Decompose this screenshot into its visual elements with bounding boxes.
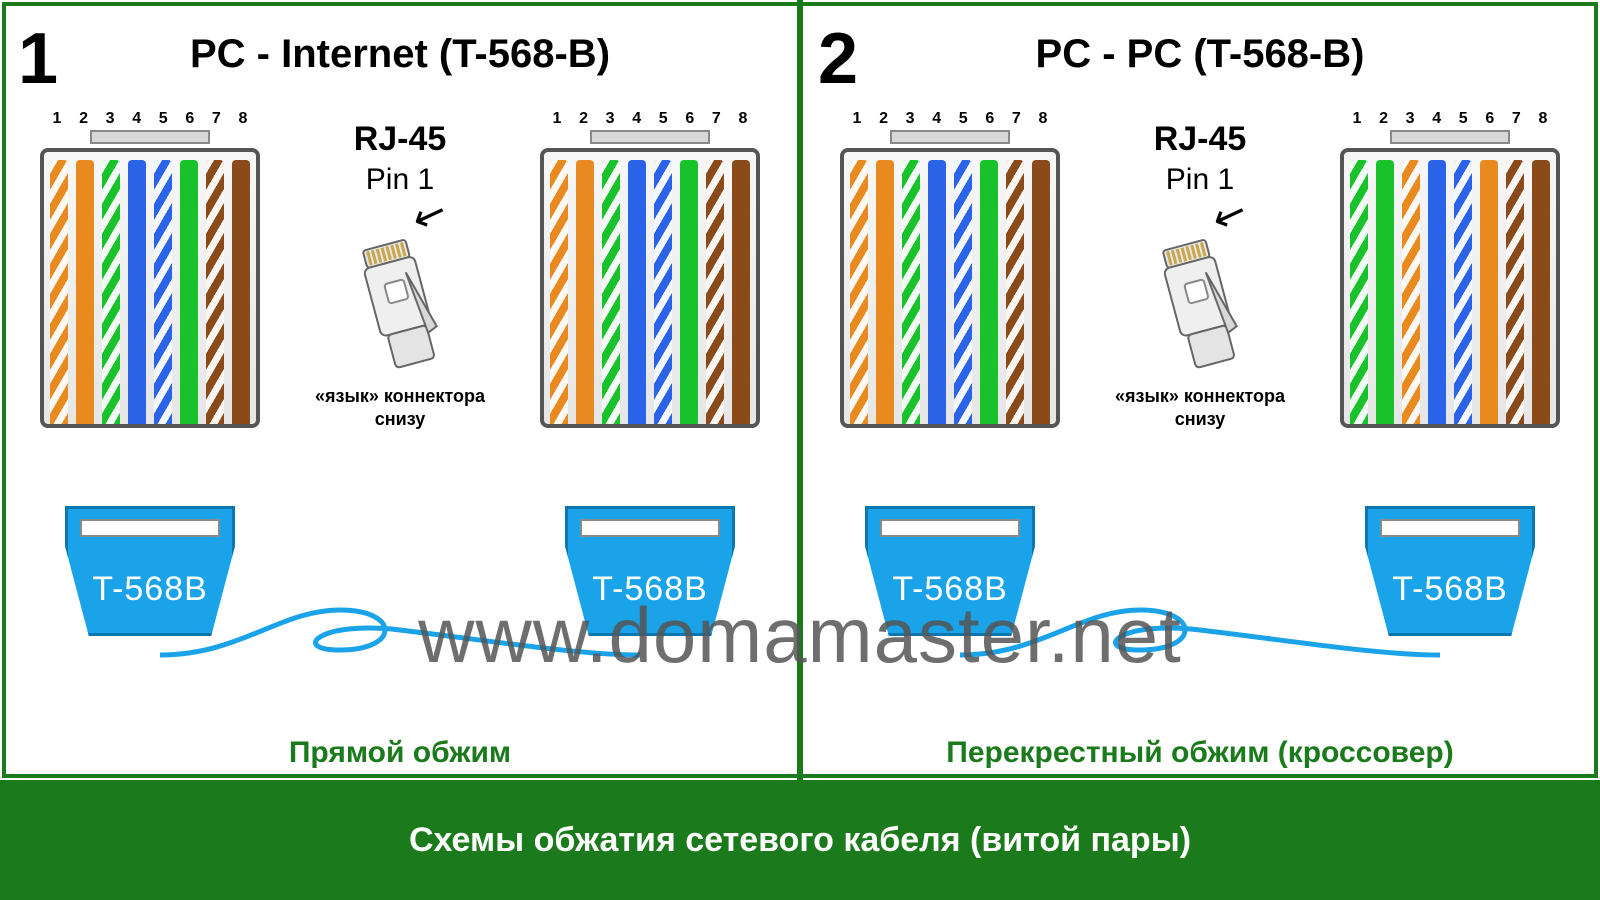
strain-slot	[880, 519, 1019, 537]
wire-brown-white	[706, 160, 724, 428]
strain-top	[565, 506, 735, 546]
mini-connector-icon	[360, 235, 440, 375]
mini-connector	[1160, 235, 1240, 375]
connector-note: «язык» коннектораснизу	[280, 385, 520, 432]
connector-body	[540, 148, 760, 428]
wire-group	[50, 160, 250, 416]
connector-body	[840, 148, 1060, 428]
mini-connector	[360, 235, 440, 375]
wire-green-white	[1350, 160, 1368, 428]
wire-orange	[76, 160, 94, 428]
rj45-connector: 12345678 T-568B	[40, 110, 260, 630]
wire-brown	[1532, 160, 1550, 428]
mini-connector-icon	[1160, 235, 1240, 375]
wire-green	[180, 160, 198, 428]
strain-top	[1365, 506, 1535, 546]
wire-blue-white	[154, 160, 172, 428]
wire-orange-white	[50, 160, 68, 428]
wire-brown	[232, 160, 250, 428]
panel-title: PC - PC (T-568-B)	[800, 32, 1600, 77]
panel-title: PC - Internet (T-568-B)	[0, 32, 800, 77]
wire-green	[680, 160, 698, 428]
arrow-icon: ↙	[1210, 198, 1250, 232]
wire-orange-white	[850, 160, 868, 428]
pin-numbers: 12345678	[540, 110, 760, 128]
footer-text: Схемы обжатия сетевого кабеля (витой пар…	[409, 821, 1191, 860]
wire-brown	[732, 160, 750, 428]
wire-blue	[928, 160, 946, 428]
metal-tab	[890, 130, 1010, 144]
footer-bar: Схемы обжатия сетевого кабеля (витой пар…	[0, 780, 1600, 900]
wire-orange	[576, 160, 594, 428]
pin-numbers: 12345678	[1340, 110, 1560, 128]
strain-top	[865, 506, 1035, 546]
wire-orange	[1480, 160, 1498, 428]
watermark-text: www.domamaster.net	[0, 590, 1600, 681]
pin1-label: Pin 1	[280, 163, 520, 197]
pin1-label: Pin 1	[1080, 163, 1320, 197]
panel-subtitle: Прямой обжим	[0, 736, 800, 770]
wire-blue	[628, 160, 646, 428]
wire-brown	[1032, 160, 1050, 428]
wire-orange-white	[550, 160, 568, 428]
wire-brown-white	[1006, 160, 1024, 428]
pin-numbers: 12345678	[40, 110, 260, 128]
wire-green-white	[102, 160, 120, 428]
metal-tab	[1390, 130, 1510, 144]
rj45-connector: 12345678 T-568B	[1340, 110, 1560, 630]
center-info: RJ-45 Pin 1 ↙ «язык» коннектораснизу	[1080, 120, 1320, 432]
wire-blue-white	[954, 160, 972, 428]
strain-slot	[580, 519, 719, 537]
rj45-label: RJ-45	[1080, 120, 1320, 159]
wire-green-white	[902, 160, 920, 428]
wire-group	[1350, 160, 1550, 416]
wire-blue-white	[654, 160, 672, 428]
wire-blue-white	[1454, 160, 1472, 428]
wire-orange	[876, 160, 894, 428]
wire-group	[850, 160, 1050, 416]
arrow-icon: ↙	[410, 198, 450, 232]
strain-slot	[1380, 519, 1519, 537]
center-info: RJ-45 Pin 1 ↙ «язык» коннектораснизу	[280, 120, 520, 432]
wire-blue	[128, 160, 146, 428]
rj45-label: RJ-45	[280, 120, 520, 159]
connector-note: «язык» коннектораснизу	[1080, 385, 1320, 432]
wire-orange-white	[1402, 160, 1420, 428]
diagram-frame: 1 PC - Internet (T-568-B) 12345678 T-568…	[0, 0, 1600, 900]
wire-green-white	[602, 160, 620, 428]
wire-brown-white	[1506, 160, 1524, 428]
wire-green	[1376, 160, 1394, 428]
strain-top	[65, 506, 235, 546]
rj45-connector: 12345678 T-568B	[840, 110, 1060, 630]
connector-body	[1340, 148, 1560, 428]
wire-green	[980, 160, 998, 428]
wire-brown-white	[206, 160, 224, 428]
strain-slot	[80, 519, 219, 537]
metal-tab	[590, 130, 710, 144]
panel-subtitle: Перекрестный обжим (кроссовер)	[800, 736, 1600, 770]
pin-numbers: 12345678	[840, 110, 1060, 128]
metal-tab	[90, 130, 210, 144]
wire-group	[550, 160, 750, 416]
wire-blue	[1428, 160, 1446, 428]
rj45-connector: 12345678 T-568B	[540, 110, 760, 630]
connector-body	[40, 148, 260, 428]
